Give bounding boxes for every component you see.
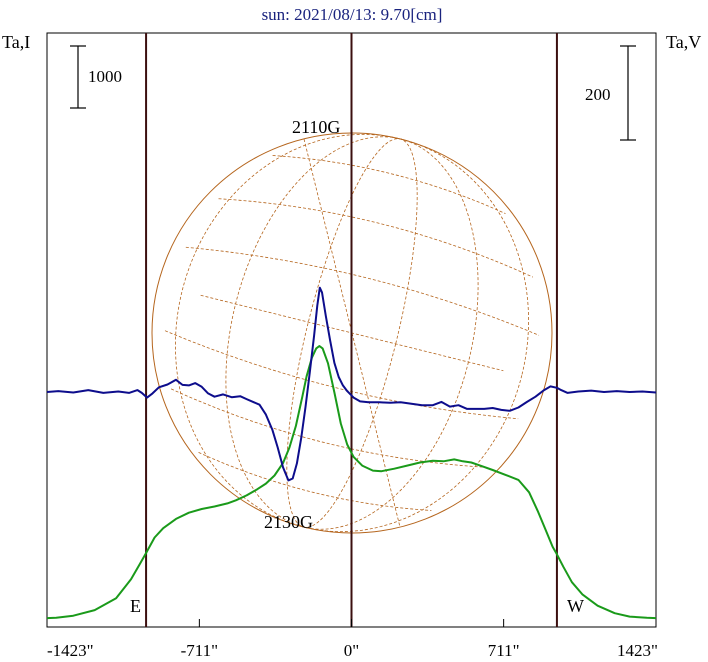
x-tick-label: 0" [344, 641, 359, 660]
right-scale-bar [620, 45, 636, 141]
chart-title: sun: 2021/08/13: 9.70[cm] [262, 5, 443, 24]
left-axis-label: Ta,I [2, 32, 30, 52]
meridian-line [303, 138, 401, 528]
parallel-line [198, 452, 432, 511]
parallel-line [185, 246, 540, 336]
annotation-2110g: 2110G [292, 117, 340, 137]
parallel-line [218, 198, 534, 278]
x-tick-label: -1423" [47, 641, 94, 660]
parallel-line [272, 155, 506, 214]
x-tick-label: -711" [181, 641, 218, 660]
intensity-series-line [46, 345, 657, 620]
polarization-series-line [46, 286, 657, 482]
left-scale-bar [70, 45, 86, 109]
east-limb-label: E [130, 596, 141, 616]
west-limb-label: W [567, 596, 584, 616]
annotation-2130g: 2130G [264, 512, 313, 532]
right-axis-label: Ta,V [666, 32, 701, 52]
x-tick-label: 711" [488, 641, 520, 660]
x-tick-label: 1423" [617, 641, 658, 660]
parallel-line [170, 388, 486, 468]
right-scale-value: 200 [585, 85, 611, 104]
meridian-line [175, 133, 529, 533]
left-scale-value: 1000 [88, 67, 122, 86]
parallel-line [164, 330, 519, 420]
